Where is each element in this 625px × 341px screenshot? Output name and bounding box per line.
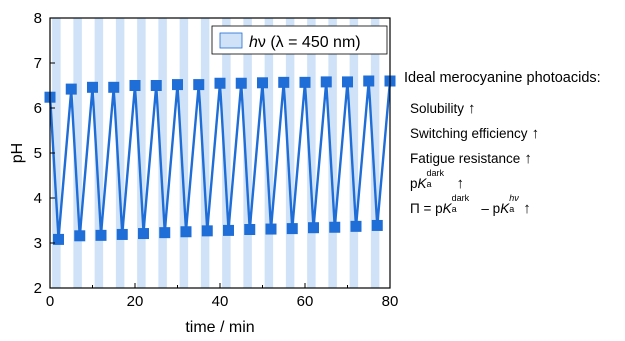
data-point (65, 83, 77, 95)
pka-sub: a (426, 179, 432, 189)
x-tick-label: 0 (46, 293, 54, 310)
data-point (108, 81, 120, 93)
data-point (95, 229, 107, 241)
illumination-band (328, 18, 337, 288)
pka-p: p (410, 176, 418, 191)
data-point (87, 81, 98, 93)
solubility-label: Solubility (410, 101, 465, 116)
y-tick-label: 8 (34, 10, 42, 27)
illumination-band (264, 18, 274, 288)
data-point (257, 77, 268, 89)
x-tick-label: 40 (212, 293, 229, 310)
pi-prefix: Π = p (410, 201, 443, 216)
legend-label-nu: ν (258, 34, 266, 51)
illumination-band (73, 18, 82, 288)
data-point (235, 77, 247, 89)
solubility-item: Solubility ↑ (410, 96, 625, 121)
illumination-band (349, 18, 359, 288)
fatigue-item: Fatigue resistance ↑ (410, 146, 625, 171)
data-point (244, 224, 256, 235)
data-point (172, 79, 183, 91)
illumination-band (243, 18, 252, 288)
y-tick-label: 2 (34, 280, 42, 297)
pka-k: K (417, 176, 427, 191)
data-point (320, 76, 332, 88)
data-point (159, 227, 171, 239)
pka-dark-item: pK dark a ↑ (410, 168, 625, 196)
data-point (74, 230, 86, 242)
pka-sup: dark (426, 168, 445, 178)
data-point (286, 223, 298, 235)
pi-minus: – p (477, 201, 501, 216)
data-point (350, 220, 362, 232)
illumination-band (222, 18, 231, 288)
pi-item: Π = pK dark a – pK hν a ↑ (410, 193, 625, 221)
data-point (371, 219, 383, 231)
side-panel: Ideal merocyanine photoacids: Solubility… (404, 70, 625, 221)
up-arrow-icon: ↑ (524, 150, 532, 167)
illumination-band (52, 18, 61, 288)
x-axis-title: time / min (185, 319, 254, 336)
data-point (329, 221, 341, 233)
fatigue-label: Fatigue resistance (410, 151, 521, 166)
data-point (201, 225, 213, 237)
pi-sub-hv: a (509, 204, 515, 214)
data-point (223, 224, 234, 236)
illumination-band (115, 18, 125, 288)
pi-sup-hv: hν (509, 193, 519, 203)
y-tick-label: 6 (34, 100, 42, 117)
data-point (180, 226, 192, 238)
data-point (342, 76, 353, 88)
data-point (193, 79, 205, 91)
data-point (299, 76, 311, 88)
pi-sub-dark: a (451, 204, 457, 214)
x-tick-label: 80 (382, 293, 399, 310)
pi-k-dark: K (442, 201, 452, 216)
legend-label-h: h (249, 34, 258, 51)
illumination-band (285, 18, 295, 288)
legend-label-rest: (λ = 450 nm) (266, 34, 361, 51)
y-tick-label: 4 (34, 190, 42, 207)
up-arrow-icon: ↑ (523, 200, 531, 217)
pi-sup-dark: dark (451, 193, 470, 203)
y-axis-title: pH (9, 143, 26, 163)
x-tick-label: 20 (127, 293, 144, 310)
legend-box (211, 25, 388, 55)
data-point (150, 80, 162, 91)
switching-label: Switching efficiency (410, 126, 528, 141)
x-tick-label: 60 (297, 293, 314, 310)
illumination-band (94, 18, 104, 288)
data-point (138, 228, 149, 240)
up-arrow-icon: ↑ (531, 125, 540, 142)
data-point (265, 223, 277, 235)
y-tick-label: 7 (34, 55, 42, 72)
illumination-band (200, 18, 210, 288)
illumination-bands (52, 18, 380, 288)
ph-markers (44, 75, 396, 245)
illumination-band (137, 18, 146, 288)
switching-item: Switching efficiency ↑ (410, 121, 625, 146)
data-point (116, 228, 128, 240)
illumination-band (179, 18, 189, 288)
illumination-band (158, 18, 167, 288)
data-point (363, 75, 375, 87)
svg-text:hν (λ = 450 nm): hν (λ = 450 nm) (249, 34, 361, 51)
y-tick-label: 5 (34, 145, 42, 162)
side-panel-heading: Ideal merocyanine photoacids: (404, 70, 601, 86)
up-arrow-icon: ↑ (456, 175, 465, 192)
axis-ticks: 0 20 40 60 80 2 3 4 5 6 7 8 (34, 10, 399, 310)
data-point (214, 77, 226, 89)
ph-chart: 0 20 40 60 80 2 3 4 5 6 7 8 pH time / min hν (λ = 4… (9, 10, 399, 336)
data-point (53, 233, 64, 245)
data-point (129, 80, 141, 91)
illumination-band (307, 18, 316, 288)
legend: hν (λ = 450 nm) (211, 25, 388, 55)
data-point (278, 76, 290, 88)
data-point (308, 222, 319, 234)
illumination-band (370, 18, 380, 288)
pi-k-hv: K (500, 201, 510, 216)
legend-swatch (219, 32, 243, 49)
y-tick-label: 3 (34, 235, 42, 252)
up-arrow-icon: ↑ (468, 100, 476, 117)
